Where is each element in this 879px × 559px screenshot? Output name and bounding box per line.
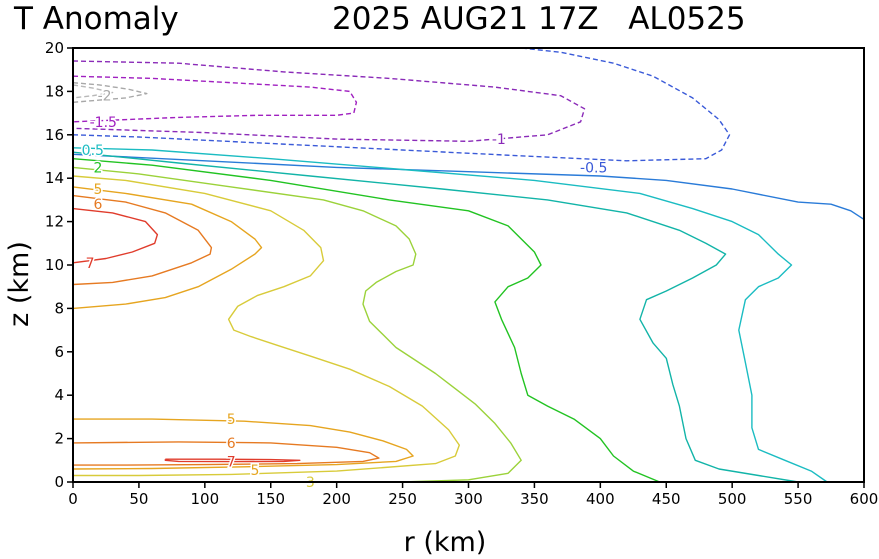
contour-label-8: 7 [86, 256, 95, 272]
y-tick-label-5: 10 [45, 256, 64, 274]
contour-line-6 [72, 186, 263, 310]
contour-label-12: 5 [250, 463, 259, 479]
x-axis: 0 50 100 150 200 250 300 350 400 450 500 550 600 [68, 482, 878, 508]
contour-line-4 [72, 166, 522, 483]
x-tick-label-9: 450 [652, 490, 681, 508]
contour-line-0 [72, 153, 865, 220]
plot-frame [72, 47, 865, 483]
contour-label-9: 5 [227, 412, 236, 428]
y-axis-label: z (km) [4, 241, 35, 327]
x-tick-label-5: 250 [388, 490, 417, 508]
y-tick-label-10: 20 [45, 39, 64, 57]
y-tick-label-4: 8 [54, 299, 64, 317]
y-tick-label-6: 12 [45, 213, 64, 231]
contour-label-3: -0.5 [580, 160, 607, 176]
contour-label-6: 5 [94, 182, 103, 198]
contour-label-5: 2 [94, 160, 103, 176]
y-axis: 0 2 4 6 8 10 12 14 16 18 20 [45, 39, 73, 491]
contour-line-13 [72, 60, 586, 143]
contour-line-11 [164, 458, 301, 463]
contour-line-12 [72, 47, 731, 162]
x-tick-label-10: 500 [718, 490, 747, 508]
x-tick-label-6: 300 [454, 490, 483, 508]
contour-line-9 [72, 441, 380, 466]
chart-title-left: T Anomaly [13, 1, 179, 37]
x-tick-label-1: 50 [129, 490, 148, 508]
y-tick-label-0: 0 [54, 473, 64, 491]
contour-line-15 [72, 82, 148, 103]
contour-label-7: 6 [94, 197, 103, 213]
x-tick-label-11: 550 [784, 490, 813, 508]
x-tick-label-7: 350 [520, 490, 549, 508]
x-axis-label: r (km) [404, 527, 487, 558]
contour-layer [72, 47, 865, 483]
contour-label-11: 7 [227, 454, 236, 470]
contour-line-3 [72, 158, 660, 483]
contour-label-10: 6 [227, 436, 236, 452]
y-tick-label-9: 18 [45, 82, 64, 100]
contour-label-4: 0.5 [82, 143, 104, 159]
y-tick-label-2: 4 [54, 386, 64, 404]
x-tick-label-12: 600 [850, 490, 879, 508]
x-tick-label-4: 200 [322, 490, 351, 508]
contour-line-10 [72, 207, 159, 264]
contour-line-7 [72, 418, 414, 470]
contour-line-2 [72, 151, 799, 483]
x-tick-label-0: 0 [68, 490, 78, 508]
x-tick-label-8: 400 [586, 490, 615, 508]
contour-line-14 [72, 75, 358, 123]
contour-line-1 [72, 147, 828, 483]
contour-label-0: -2 [98, 89, 112, 105]
x-tick-label-3: 150 [256, 490, 285, 508]
contour-line-16 [72, 84, 114, 99]
contour-label-2: -1 [492, 132, 506, 148]
chart-title-right: 2025 AUG21 17Z AL0525 [332, 1, 746, 37]
contour-label-1: -1.5 [90, 115, 117, 131]
y-tick-label-3: 6 [54, 343, 64, 361]
y-tick-label-1: 2 [54, 430, 64, 448]
y-tick-label-7: 14 [45, 169, 64, 187]
y-tick-label-8: 16 [45, 126, 64, 144]
contour-line-8 [72, 194, 213, 286]
x-tick-label-2: 100 [191, 490, 220, 508]
contour-line-5 [72, 175, 460, 477]
